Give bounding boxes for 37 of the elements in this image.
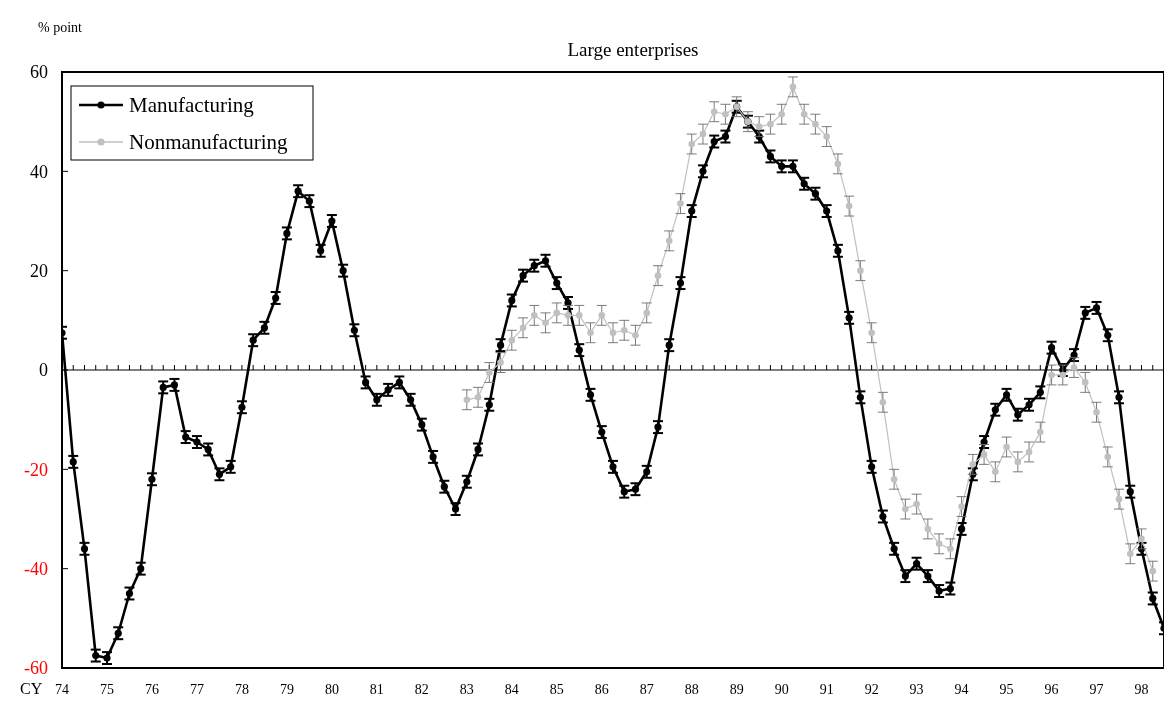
x-tick-label: 87: [639, 682, 654, 697]
legend-label: Manufacturing: [129, 93, 255, 118]
x-tick-label: 92: [864, 682, 879, 697]
x-tick-label: 75: [99, 682, 114, 697]
x-tick-label: 95: [999, 682, 1014, 697]
x-tick-label: 83: [459, 682, 474, 697]
y-tick-label: 0: [39, 360, 48, 381]
chart-title: Large enterprises: [567, 39, 699, 60]
x-tick-label: 74: [55, 682, 69, 697]
x-tick-label: 88: [684, 682, 699, 697]
x-tick-label: 76: [144, 682, 159, 697]
x-tick-label: 82: [414, 682, 429, 697]
y-tick-label: -40: [24, 558, 48, 579]
x-tick-label: 97: [1089, 682, 1104, 697]
x-tick-label: 80: [324, 682, 339, 697]
y-tick-label: 20: [30, 260, 48, 281]
x-tick-label: 77: [189, 682, 204, 697]
x-tick-label: 81: [369, 682, 384, 697]
x-tick-label: 91: [819, 682, 834, 697]
x-tick-label: 94: [954, 682, 969, 697]
x-tick-label: 96: [1044, 682, 1059, 697]
x-tick-label: 78: [234, 682, 249, 697]
x-tick-label: 85: [549, 682, 564, 697]
x-tick-label: 98: [1134, 682, 1149, 697]
y-tick-label: -20: [24, 459, 48, 480]
x-tick-label: 90: [774, 682, 789, 697]
y-tick-label: 60: [30, 62, 48, 83]
y-tick-label: -60: [24, 658, 48, 679]
y-axis-title: % point: [38, 20, 83, 35]
x-tick-label: 86: [594, 682, 609, 697]
x-tick-label: 84: [504, 682, 519, 697]
x-tick-label: 93: [909, 682, 924, 697]
legend-label: Nonmanufacturing: [129, 130, 289, 155]
x-tick-label: 79: [279, 682, 294, 697]
x-axis-title: CY: [20, 680, 43, 697]
x-tick-label: 89: [729, 682, 744, 697]
y-tick-label: 40: [30, 161, 48, 182]
